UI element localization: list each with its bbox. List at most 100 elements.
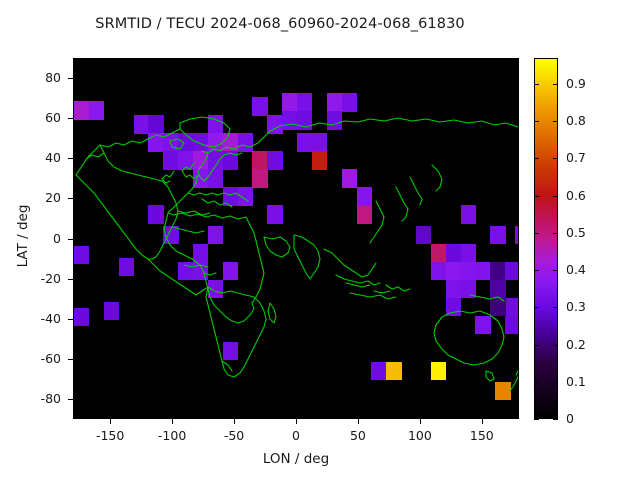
y-tick-mark: [68, 238, 73, 240]
colorbar-tick-mark: [553, 121, 558, 123]
heatmap-cell: [222, 261, 239, 281]
x-tick-mark: [419, 419, 421, 424]
heatmap-cell: [267, 205, 283, 224]
heatmap-cell: [207, 151, 224, 170]
heatmap-cell: [252, 169, 268, 188]
colorbar-tick-label: 0.8: [566, 113, 586, 129]
y-tick-mark: [68, 358, 73, 360]
colorbar-tick-mark: [553, 195, 558, 197]
y-tick-label: 0: [53, 230, 61, 246]
y-tick-mark: [68, 398, 73, 400]
colorbar-tick-mark: [553, 84, 558, 86]
heatmap-cell: [88, 101, 105, 120]
heatmap-cell: [505, 297, 518, 317]
heatmap-cell: [505, 315, 518, 335]
colorbar-tick-label: 0.4: [566, 262, 586, 278]
x-tick-mark: [481, 419, 483, 424]
heatmap-cell: [430, 361, 447, 381]
heatmap-cell: [460, 243, 476, 263]
heatmap-cell: [163, 151, 179, 170]
heatmap-cell: [207, 115, 224, 134]
heatmap-cell: [267, 115, 283, 134]
heatmap-cell: [297, 133, 313, 152]
colorbar-tick-label: 0.7: [566, 150, 586, 166]
heatmap-cell: [192, 151, 209, 170]
heatmap-cell: [207, 279, 224, 299]
colorbar-tick-label: 0.2: [566, 336, 586, 352]
colorbar-tick-label: 0.1: [566, 373, 586, 389]
y-tick-label: -80: [40, 390, 61, 406]
y-tick-label: -40: [40, 310, 61, 326]
colorbar-tick-mark: [534, 419, 539, 420]
heatmap-cell: [356, 205, 372, 224]
colorbar-tick-mark: [534, 121, 539, 123]
heatmap-cell: [237, 187, 253, 206]
heatmap-cell: [222, 151, 239, 170]
heatmap-cell: [148, 205, 164, 224]
coastline-overlay: [75, 116, 518, 392]
colorbar-tick-mark: [553, 344, 558, 346]
colorbar-tick-mark: [534, 307, 539, 309]
colorbar-tick-mark: [534, 270, 539, 272]
colorbar-tick-mark: [534, 195, 539, 197]
heatmap-cell: [495, 381, 511, 401]
heatmap-cell: [311, 133, 328, 152]
x-tick-mark: [172, 419, 174, 424]
colorbar-tick-label: 0.9: [566, 76, 586, 92]
y-tick-label: 60: [45, 110, 61, 126]
colorbar-tick-mark: [534, 232, 539, 234]
y-tick-label: -20: [40, 270, 61, 286]
heatmap-cell: [475, 315, 491, 335]
heatmap-cell: [475, 261, 491, 281]
colorbar-tick-label: 0.3: [566, 299, 586, 315]
heatmap-cell: [371, 361, 387, 381]
y-tick-mark: [68, 318, 73, 320]
page-title: SRMTID / TECU 2024-068_60960-2024-068_61…: [95, 16, 465, 32]
x-tick-mark: [296, 419, 297, 424]
y-tick-label: 20: [45, 190, 61, 206]
y-tick-mark: [68, 118, 73, 120]
heatmap-cell: [192, 133, 209, 152]
heatmap-cell: [430, 243, 447, 263]
x-tick-label: -50: [223, 428, 245, 443]
heatmap-cell: [222, 187, 239, 206]
heatmap-cell: [207, 133, 224, 152]
colorbar-tick-mark: [553, 381, 558, 383]
x-axis-title: LON / deg: [262, 451, 330, 467]
x-tick-label: 100: [407, 428, 432, 443]
y-tick-label: 80: [45, 70, 61, 86]
colorbar-tick-label: 0.6: [566, 187, 586, 203]
colorbar-tick-mark: [553, 232, 558, 234]
heatmap-cell: [445, 261, 462, 281]
heatmap-cell: [282, 93, 298, 112]
y-tick-mark: [68, 198, 73, 200]
y-tick-label: -60: [40, 350, 61, 366]
colorbar-tick-mark: [534, 84, 539, 86]
colorbar-tick-mark: [534, 344, 539, 346]
heatmap-cell: [207, 225, 224, 245]
heatmap-cell: [222, 341, 239, 361]
colorbar[interactable]: [534, 58, 558, 419]
heatmap-cell: [445, 279, 462, 299]
heatmap-cell: [74, 101, 90, 120]
heatmap-cell: [148, 133, 164, 152]
heatmap-cell: [515, 225, 518, 245]
heatmap-cell: [505, 261, 518, 281]
heatmap-cell: [207, 169, 224, 188]
x-tick-label: 0: [292, 428, 300, 443]
map-plot-area[interactable]: [73, 58, 519, 419]
colorbar-tick-label: 0.5: [566, 224, 586, 240]
heatmap-cell: [74, 245, 90, 265]
heatmap-cell: [430, 261, 447, 281]
y-axis-title: LAT / deg: [15, 204, 31, 268]
y-tick-mark: [68, 278, 73, 280]
heatmap-cell: [178, 151, 194, 170]
colorbar-gradient: [535, 59, 557, 418]
colorbar-tick-mark: [553, 158, 558, 160]
heatmap-cell: [386, 361, 402, 381]
heatmap-cell: [490, 279, 506, 299]
colorbar-tick-label: 0: [566, 411, 574, 426]
heatmap-cell: [118, 257, 134, 277]
heatmap-cell: [133, 115, 149, 134]
